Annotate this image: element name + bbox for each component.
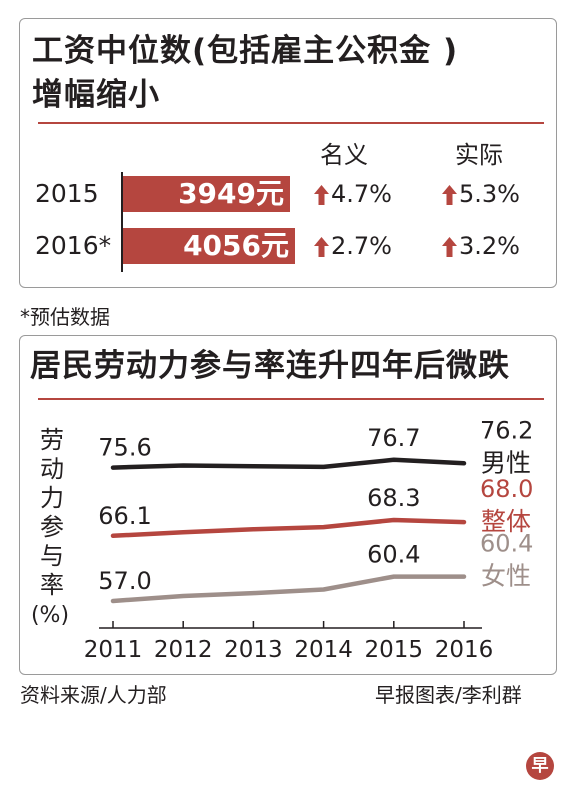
graphic-credit: 早报图表/李利群 bbox=[375, 683, 522, 707]
y-axis-label-char: 动 bbox=[40, 455, 64, 483]
x-tick-label: 2015 bbox=[365, 637, 424, 663]
series-name-label: 整体 bbox=[481, 507, 531, 536]
y-axis-label-char: 参 bbox=[40, 513, 64, 541]
wage-bar bbox=[123, 228, 295, 264]
x-tick-label: 2011 bbox=[84, 637, 143, 663]
x-tick-label: 2014 bbox=[294, 637, 353, 663]
y-axis-label-char: 力 bbox=[40, 484, 64, 512]
real-change: 5.3% bbox=[459, 180, 520, 208]
data-label: 60.4 bbox=[367, 541, 420, 569]
wage-title-line1: 工资中位数(包括雇主公积金 ) bbox=[32, 33, 459, 69]
wage-bar-label: 3949元 bbox=[178, 177, 284, 210]
nominal-change: 2.7% bbox=[331, 232, 392, 260]
data-label: 68.0 bbox=[480, 475, 533, 503]
wage-title-line2: 增幅缩小 bbox=[32, 77, 160, 113]
up-arrow-icon bbox=[442, 237, 457, 257]
series-line bbox=[110, 574, 467, 604]
series-line bbox=[110, 457, 467, 470]
y-axis-label-char: 与 bbox=[40, 542, 64, 570]
wage-bar-label: 4056元 bbox=[183, 229, 289, 262]
column-header-nominal: 名义 bbox=[320, 141, 368, 169]
participation-panel bbox=[19, 335, 557, 675]
wage-title-rule bbox=[38, 122, 544, 124]
data-label: 76.7 bbox=[367, 424, 420, 452]
data-label: 57.0 bbox=[98, 567, 151, 595]
y-axis-label-char: 率 bbox=[40, 571, 64, 599]
data-label: 66.1 bbox=[98, 502, 151, 530]
bar-axis-line bbox=[121, 172, 123, 272]
data-label: 60.4 bbox=[480, 530, 533, 558]
up-arrow-icon bbox=[314, 185, 329, 205]
wage-bar bbox=[123, 176, 290, 212]
data-label: 76.2 bbox=[480, 416, 533, 444]
column-header-real: 实际 bbox=[455, 141, 503, 169]
up-arrow-icon bbox=[442, 185, 457, 205]
data-label: 68.3 bbox=[367, 484, 420, 512]
data-label: 75.6 bbox=[98, 434, 151, 462]
series-name-label: 男性 bbox=[481, 448, 531, 477]
x-tick-label: 2016 bbox=[435, 637, 494, 663]
x-tick-label: 2013 bbox=[224, 637, 283, 663]
real-change: 3.2% bbox=[459, 232, 520, 260]
source-credit: 资料来源/人力部 bbox=[20, 683, 167, 707]
row-year: 2015 bbox=[35, 179, 99, 208]
series-name-label: 女性 bbox=[481, 562, 531, 591]
up-arrow-icon bbox=[314, 237, 329, 257]
chart-title-rule bbox=[38, 398, 544, 400]
series-line bbox=[110, 517, 467, 539]
chart-title: 居民劳动力参与率连升四年后微跌 bbox=[30, 348, 510, 384]
x-tick-label: 2012 bbox=[154, 637, 213, 663]
zaobao-logo: 早 bbox=[526, 752, 554, 780]
footnote: *预估数据 bbox=[20, 305, 110, 329]
y-axis-unit: (%) bbox=[31, 603, 69, 628]
nominal-change: 4.7% bbox=[331, 180, 392, 208]
y-axis-label-char: 劳 bbox=[40, 426, 64, 454]
row-year: 2016* bbox=[35, 231, 112, 260]
